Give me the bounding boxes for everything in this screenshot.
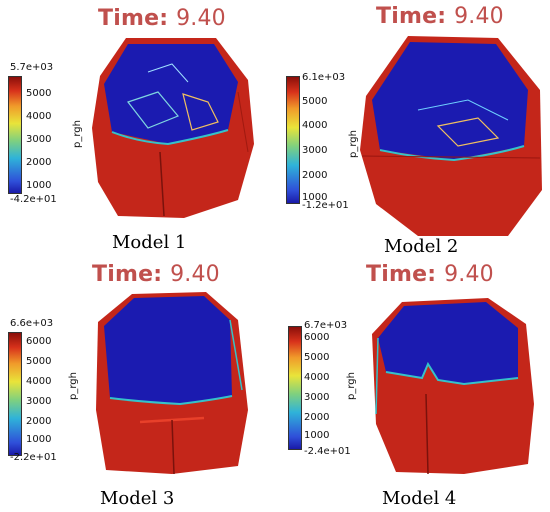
colorbar	[288, 326, 302, 450]
colorbar-tick: 3000	[26, 134, 52, 145]
colorbar-title: p_rgh	[68, 372, 79, 400]
colorbar-tick: 5000	[26, 88, 52, 99]
simulation-render	[92, 38, 254, 218]
simulation-render	[372, 298, 534, 475]
colorbar-tick: 6000	[304, 332, 330, 343]
colorbar-tick: 1000	[304, 430, 330, 441]
colorbar-tick: 6000	[26, 336, 52, 347]
colorbar	[286, 76, 300, 204]
simulation-render	[96, 292, 248, 475]
colorbar-tick: 4000	[26, 111, 52, 122]
colorbar-min-label: -4.2e+01	[10, 194, 57, 205]
colorbar-min-label: -1.2e+01	[302, 200, 349, 211]
colorbar-title: p_rgh	[72, 120, 83, 148]
colorbar-tick: 5000	[26, 356, 52, 367]
time-title: Time: 9.40	[366, 262, 494, 287]
colorbar-tick: 5000	[304, 352, 330, 363]
simulation-render	[360, 36, 542, 236]
colorbar-tick: 4000	[302, 120, 328, 131]
colorbar-tick: 2000	[304, 412, 330, 423]
colorbar-tick: 3000	[26, 396, 52, 407]
colorbar-min-label: -2.4e+01	[304, 446, 351, 457]
time-title: Time: 9.40	[92, 262, 220, 287]
model-label: Model 4	[382, 488, 457, 509]
colorbar-tick: 2000	[26, 416, 52, 427]
colorbar-max-label: 5.7e+03	[10, 62, 54, 73]
colorbar-max-label: 6.6e+03	[10, 318, 54, 329]
colorbar-max-label: 6.7e+03	[304, 320, 348, 331]
colorbar-tick: 2000	[26, 157, 52, 168]
model-label: Model 3	[100, 488, 175, 509]
time-title: Time: 9.40	[376, 4, 504, 29]
colorbar-tick: 4000	[304, 372, 330, 383]
colorbar-tick: 1000	[302, 192, 328, 203]
model-label: Model 2	[384, 236, 459, 257]
model-label: Model 1	[112, 232, 187, 253]
colorbar-tick: 3000	[304, 392, 330, 403]
colorbar-tick: 2000	[302, 170, 328, 181]
colorbar-tick: 3000	[302, 145, 328, 156]
colorbar-tick: 1000	[26, 434, 52, 445]
colorbar-tick: 4000	[26, 376, 52, 387]
colorbar-tick: 1000	[26, 180, 52, 191]
colorbar	[8, 332, 22, 456]
colorbar-min-label: -2.2e+01	[10, 452, 57, 463]
colorbar-max-label: 6.1e+03	[302, 72, 346, 83]
colorbar	[8, 76, 22, 194]
time-title: Time: 9.40	[98, 6, 226, 31]
colorbar-title: p_rgh	[346, 372, 357, 400]
colorbar-tick: 5000	[302, 96, 328, 107]
